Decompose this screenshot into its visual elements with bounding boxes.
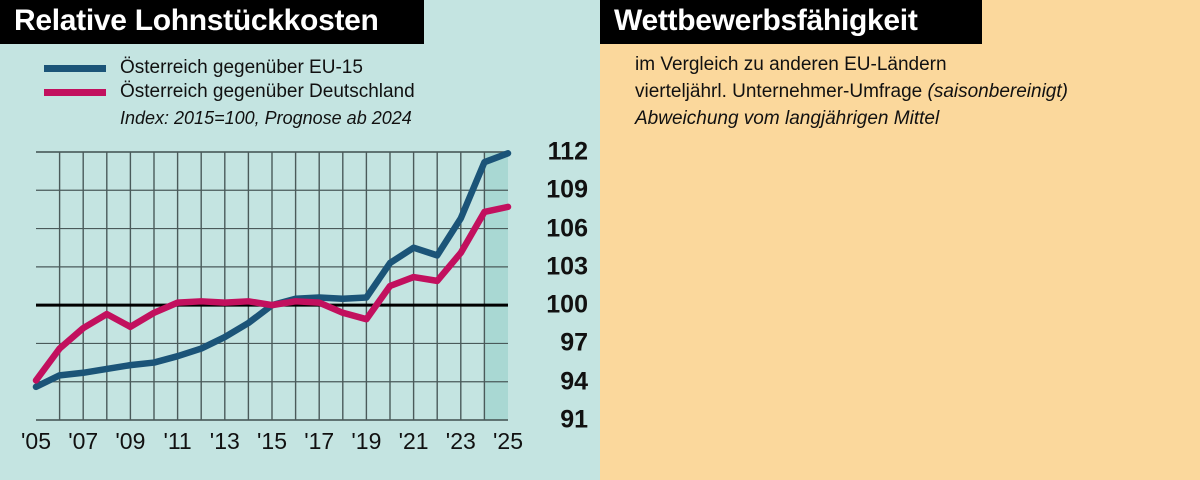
- x-tick-label: '21: [398, 428, 429, 454]
- left-legend: Österreich gegenüber EU-15 Österreich ge…: [44, 56, 415, 129]
- subtitle-text-1: im Vergleich zu anderen EU-Ländern: [635, 54, 947, 75]
- x-tick-label: '09: [115, 428, 146, 454]
- x-tick-label: '17: [304, 428, 335, 454]
- y-tick-label: 97: [560, 328, 588, 357]
- x-tick-label: '05: [21, 428, 51, 454]
- subtitle-text-2-italic: (saisonbereinigt): [927, 80, 1068, 102]
- y-tick-label: 103: [546, 252, 588, 281]
- right-panel-title: Wettbewerbsfähigkeit: [600, 0, 982, 44]
- x-tick-label: '19: [351, 428, 382, 454]
- y-tick-label: 112: [547, 137, 588, 166]
- x-tick-label: '23: [445, 428, 476, 454]
- x-tick-label: '15: [257, 428, 287, 454]
- legend-item-deutschland: Österreich gegenüber Deutschland: [44, 80, 415, 104]
- x-tick-label: '07: [68, 428, 99, 454]
- panel-wettbewerbsfaehigkeit: Wettbewerbsfähigkeit im Vergleich zu and…: [600, 0, 1200, 480]
- subtitle-text-2: vierteljährl. Unternehmer-Umfrage: [635, 80, 928, 102]
- forecast-band: [484, 152, 508, 420]
- legend-label-eu15: Österreich gegenüber EU-15: [120, 57, 363, 78]
- x-tick-label: '11: [163, 428, 192, 454]
- y-tick-label: 109: [546, 175, 588, 204]
- left-y-axis-labels: 112 109 106 103 100 97 94 91: [540, 138, 588, 434]
- y-tick-label: 100: [546, 290, 588, 319]
- right-subtitle-block: im Vergleich zu anderen EU-Ländern viert…: [635, 52, 1068, 133]
- subtitle-line-2: vierteljährl. Unternehmer-Umfrage (saiso…: [635, 79, 1068, 106]
- subtitle-text-3: Abweichung vom langjährigen Mittel: [635, 107, 940, 129]
- legend-item-eu15: Österreich gegenüber EU-15: [44, 56, 415, 80]
- legend-swatch-eu15: [44, 64, 106, 72]
- y-tick-label: 106: [546, 214, 588, 243]
- x-tick-label: '25: [493, 428, 523, 454]
- y-tick-label: 91: [560, 405, 588, 434]
- subtitle-line-1: im Vergleich zu anderen EU-Ländern: [635, 52, 1068, 79]
- left-chart-plot: [32, 150, 512, 421]
- panel-relative-lohnstueckkosten: Relative Lohnstückkosten Österreich gege…: [0, 0, 600, 480]
- legend-swatch-deutschland: [44, 88, 106, 96]
- series-line: [32, 203, 512, 384]
- left-panel-title: Relative Lohnstückkosten: [0, 0, 424, 44]
- left-index-note: Index: 2015=100, Prognose ab 2024: [120, 108, 412, 128]
- subtitle-line-3: Abweichung vom langjährigen Mittel: [635, 106, 1068, 133]
- legend-label-deutschland: Österreich gegenüber Deutschland: [120, 81, 415, 102]
- left-x-axis-labels: '05 '07 '09 '11 '13 '15 '17 '19 '21 '23 '25: [21, 428, 523, 458]
- y-tick-label: 94: [560, 367, 588, 396]
- x-tick-label: '13: [209, 428, 240, 454]
